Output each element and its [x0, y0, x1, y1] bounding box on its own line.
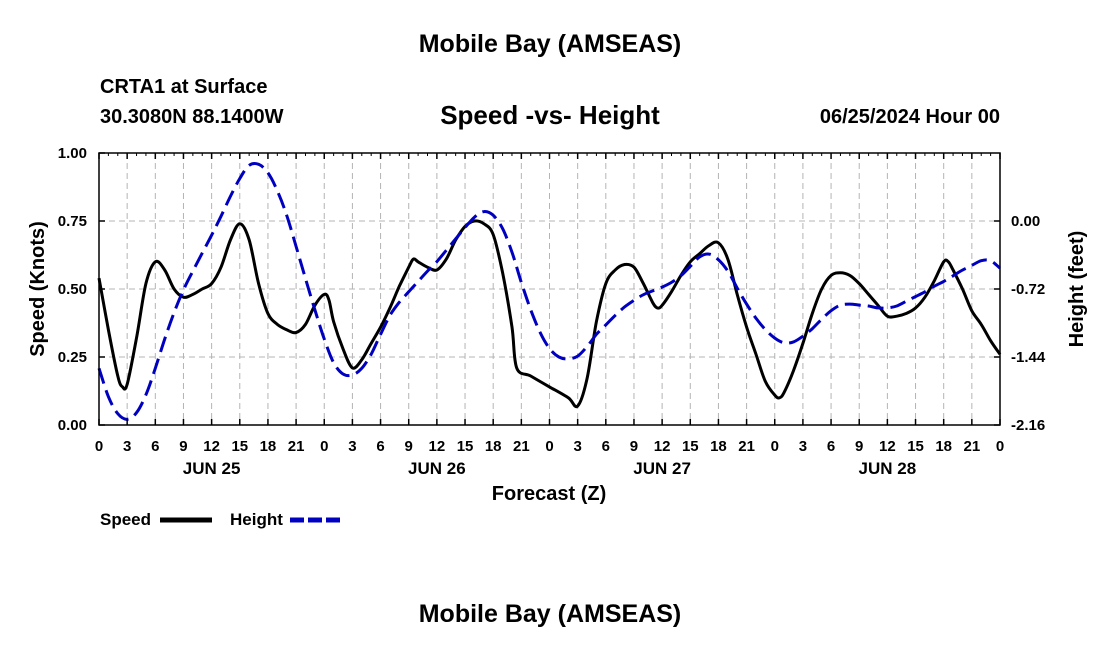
- x-tick-label: 3: [799, 438, 807, 455]
- day-label: JUN 27: [633, 459, 691, 478]
- x-tick-label: 0: [771, 438, 779, 455]
- y-tick-label-left: 0.00: [58, 417, 87, 434]
- axis-ticks: [98, 152, 1001, 426]
- x-tick-label: 0: [95, 438, 103, 455]
- x-tick-label: 15: [907, 438, 924, 455]
- day-label: JUN 26: [408, 459, 466, 478]
- legend-label-height: Height: [230, 510, 283, 529]
- y-tick-label-left: 0.25: [58, 349, 87, 366]
- y-tick-label-left: 0.75: [58, 213, 87, 230]
- x-tick-label: 6: [602, 438, 610, 455]
- y-tick-label-right: -1.44: [1011, 349, 1046, 366]
- x-tick-label: 21: [288, 438, 305, 455]
- x-tick-label: 15: [231, 438, 248, 455]
- grid-lines: [99, 153, 1000, 426]
- x-tick-label: 0: [545, 438, 553, 455]
- day-label: JUN 25: [183, 459, 241, 478]
- x-tick-label: 6: [376, 438, 384, 455]
- x-tick-label: 21: [738, 438, 755, 455]
- x-tick-label: 18: [485, 438, 502, 455]
- x-tick-label: 6: [151, 438, 159, 455]
- y-tick-label-left: 0.50: [58, 281, 87, 298]
- x-tick-label: 12: [429, 438, 446, 455]
- x-tick-label: 12: [203, 438, 220, 455]
- x-tick-label: 3: [348, 438, 356, 455]
- x-tick-label: 15: [682, 438, 699, 455]
- x-tick-label: 0: [320, 438, 328, 455]
- datetime-label: 06/25/2024 Hour 00: [819, 106, 1000, 128]
- series-line-height: [97, 161, 1001, 421]
- y-axis-title-right: Height (feet): [1066, 231, 1088, 348]
- x-tick-label: 18: [935, 438, 952, 455]
- x-tick-label: 21: [513, 438, 530, 455]
- x-tick-label: 9: [405, 438, 413, 455]
- x-tick-label: 12: [654, 438, 671, 455]
- series-lines: [97, 161, 1002, 421]
- x-axis-title: Forecast (Z): [492, 483, 606, 505]
- x-tick-label: 3: [123, 438, 131, 455]
- x-tick-label: 18: [260, 438, 277, 455]
- station-label: CRTA1 at Surface: [100, 76, 268, 98]
- y-axis-title-left: Speed (Knots): [27, 221, 49, 357]
- legend-label-speed: Speed: [100, 510, 151, 529]
- y-tick-label-right: -0.72: [1011, 281, 1045, 298]
- x-tick-label: 9: [179, 438, 187, 455]
- axis-labels: 0 3 6 9 12 15 18 21 0 3 6 9 12 15 18 21 0 3 6 9 12 15 18 21 0 3 6 9…: [58, 145, 1046, 478]
- chart-title: Speed -vs- Height: [440, 100, 660, 130]
- x-tick-label: 15: [457, 438, 474, 455]
- y-tick-label-right: -2.16: [1011, 417, 1045, 434]
- x-tick-label: 3: [573, 438, 581, 455]
- x-tick-label: 9: [630, 438, 638, 455]
- footer-title: Mobile Bay (AMSEAS): [418, 600, 682, 628]
- day-label: JUN 28: [859, 459, 917, 478]
- y-tick-label-left: 1.00: [58, 145, 87, 162]
- y-tick-label-right: 0.00: [1011, 213, 1040, 230]
- legend: Speed Height: [100, 510, 342, 529]
- x-tick-label: 6: [827, 438, 835, 455]
- series-line-speed: [97, 219, 1002, 409]
- x-tick-label: 21: [964, 438, 981, 455]
- x-tick-label: 9: [855, 438, 863, 455]
- coordinates-label: 30.3080N 88.1400W: [100, 106, 284, 128]
- x-tick-label: 0: [996, 438, 1004, 455]
- main-title: Mobile Bay (AMSEAS): [418, 30, 682, 58]
- x-tick-label: 12: [879, 438, 896, 455]
- x-tick-label: 18: [710, 438, 727, 455]
